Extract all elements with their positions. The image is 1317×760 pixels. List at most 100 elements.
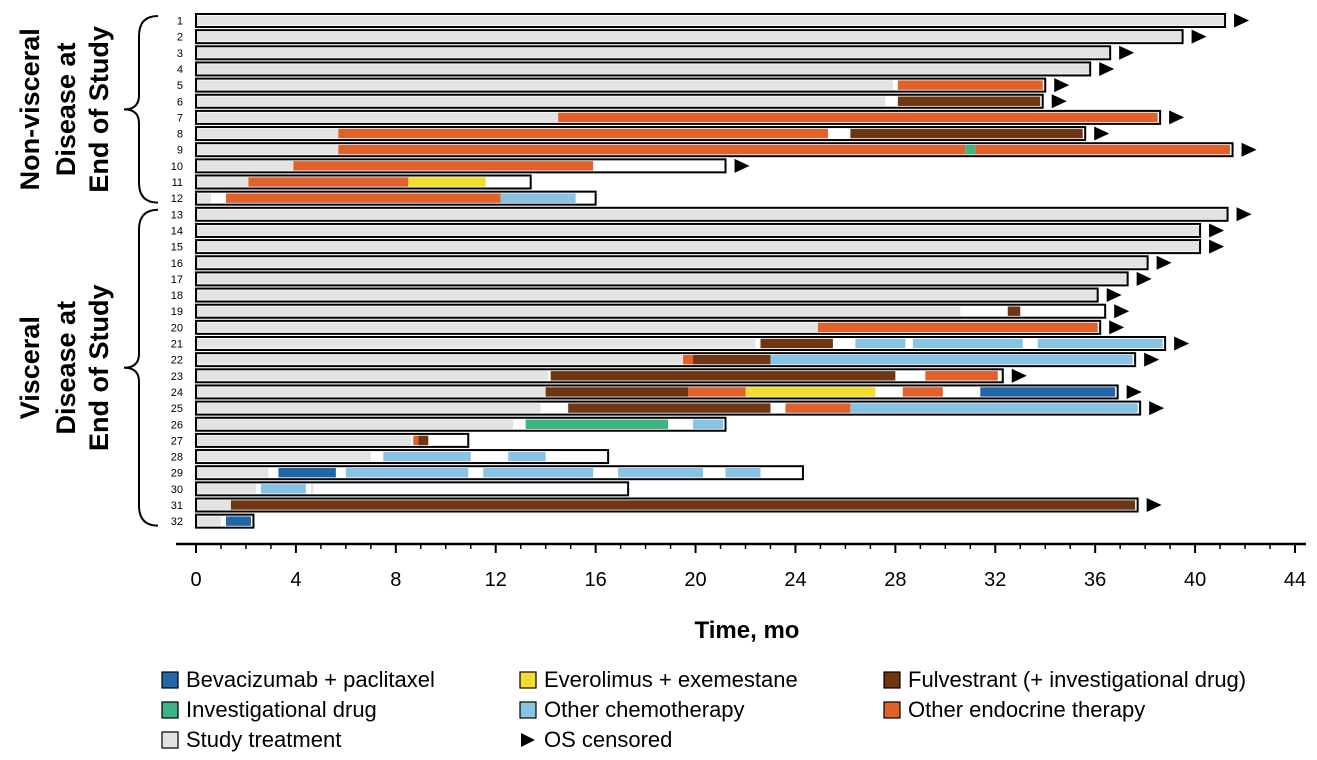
segment-other-endocrine-therapy (413, 435, 419, 446)
segment-study-treatment (196, 468, 269, 478)
segment-other-endocrine-therapy (293, 161, 594, 171)
legend-label: OS censored (544, 727, 672, 752)
patient-row: 26 (171, 416, 727, 432)
os-censored-marker (1109, 320, 1125, 335)
row-label: 8 (177, 129, 183, 141)
segment-other-chemotherapy (912, 338, 1023, 349)
segment-fulvestrant-investigational-drug (418, 435, 429, 446)
legend-item: Fulvestrant (+ investigational drug) (883, 667, 1246, 692)
duration-bar-outline (195, 126, 1087, 142)
duration-bar-outline (195, 255, 1149, 271)
segment-other-endocrine-therapy (897, 80, 1043, 90)
row-label: 11 (172, 177, 183, 189)
x-tick-label: 8 (390, 569, 401, 591)
os-censored-marker (734, 158, 750, 173)
row-label: 1 (177, 16, 183, 28)
row-label: 29 (171, 468, 183, 480)
row-label: 9 (177, 145, 183, 157)
legend-label: Bevacizumab + paclitaxel (186, 667, 435, 692)
x-tick-label: 0 (190, 569, 201, 591)
duration-bar-outline (195, 190, 597, 206)
duration-bar-outline (195, 368, 1004, 384)
x-axis-title: Time, mo (695, 617, 800, 644)
segment-bevacizumab-paclitaxel (225, 516, 251, 526)
patient-row: 19 (171, 303, 1130, 319)
os-censored-marker (1011, 368, 1027, 383)
x-tick-label: 32 (984, 569, 1006, 591)
legend-swatch (519, 671, 537, 689)
x-tick-label: 44 (1284, 569, 1306, 591)
segment-other-chemotherapy (383, 451, 471, 462)
legend-item: Bevacizumab + paclitaxel (161, 667, 435, 692)
segment-study-treatment (196, 306, 961, 316)
x-tick-label: 20 (684, 569, 706, 591)
segment-study-treatment (196, 15, 1226, 26)
group-label-line: Disease at (51, 43, 81, 177)
duration-bar-outline (195, 93, 1044, 109)
segment-study-treatment (196, 177, 249, 187)
legend-label: Investigational drug (186, 697, 377, 722)
x-axis: 0 4 8 12 16 20 24 28 32 36 40 44 (176, 542, 1306, 591)
segment-study-treatment (196, 322, 818, 333)
os-censored-marker (1209, 223, 1225, 238)
row-label: 5 (177, 80, 183, 92)
patient-row: 31 (171, 497, 1162, 513)
row-label: 24 (171, 387, 183, 399)
segment-study-treatment (196, 354, 684, 365)
duration-bar-outline (195, 222, 1202, 238)
segment-fulvestrant-investigational-drug (897, 96, 1041, 106)
legend-item: Other endocrine therapy (883, 697, 1145, 722)
row-label: 10 (171, 161, 183, 173)
patient-row: 32 (171, 513, 255, 529)
segment-study-treatment (196, 128, 339, 139)
legend-item: OS censored (521, 727, 672, 752)
x-tick-label: 4 (290, 569, 301, 591)
duration-bar-outline (195, 77, 1047, 93)
duration-bar-outline (195, 239, 1202, 255)
patient-row: 11 (172, 174, 532, 190)
row-label: 7 (177, 112, 183, 124)
segment-study-treatment (196, 484, 256, 494)
patient-row: 15 (171, 239, 1225, 255)
patient-row: 17 (171, 271, 1152, 287)
segment-other-endocrine-therapy (925, 371, 998, 381)
segment-study-treatment (196, 31, 1183, 42)
row-label: 27 (171, 435, 183, 447)
segment-everolimus-exemestane (745, 387, 876, 397)
segment-other-endocrine-therapy (683, 354, 694, 365)
group-label-line: End of Study (84, 284, 114, 450)
x-tick-label: 36 (1084, 569, 1106, 591)
segment-study-treatment (310, 484, 314, 494)
segment-bevacizumab-paclitaxel (278, 468, 336, 478)
os-censored-marker (1149, 401, 1165, 416)
row-label: 32 (171, 516, 183, 528)
x-tick-label: 40 (1184, 569, 1206, 591)
legend-label: Other endocrine therapy (908, 697, 1145, 722)
segment-other-endocrine-therapy (338, 128, 828, 139)
patient-row: 4 (177, 61, 1115, 77)
os-censored-marker (1146, 498, 1162, 512)
segment-study-treatment (196, 209, 1228, 219)
legend-item: Investigational drug (161, 697, 377, 722)
segment-study-treatment (196, 112, 559, 123)
segment-other-endocrine-therapy (785, 403, 851, 413)
segment-study-treatment (196, 387, 546, 397)
os-censored-marker (1236, 207, 1252, 222)
duration-bar-outline (195, 45, 1112, 61)
row-label: 28 (171, 452, 183, 464)
os-censored-marker (1191, 29, 1207, 44)
segment-other-endocrine-therapy (558, 112, 1158, 123)
legend-item: Study treatment (161, 727, 341, 752)
segment-study-treatment (196, 161, 294, 171)
duration-bar-outline (195, 142, 1234, 158)
segment-investigational-drug (965, 145, 976, 155)
segment-other-endocrine-therapy (225, 193, 501, 203)
legend-swatch (161, 701, 179, 719)
duration-bar-outline (195, 158, 727, 174)
duration-bar-outline (195, 287, 1099, 303)
row-label: 30 (171, 484, 183, 496)
segment-study-treatment (196, 96, 886, 106)
segment-other-chemotherapy (770, 354, 1133, 365)
segment-study-treatment (196, 48, 1111, 58)
